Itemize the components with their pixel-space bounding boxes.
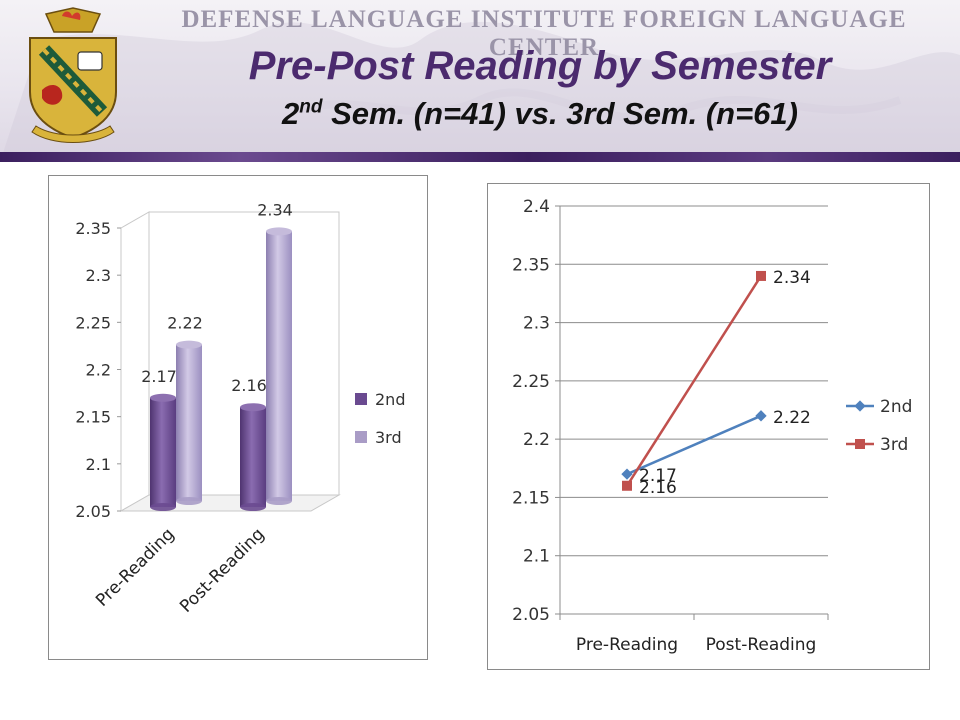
y-tick-label: 2.2 [523, 430, 550, 450]
y-tick-label: 2.2 [86, 361, 111, 380]
bar-3rd-post-reading [266, 231, 292, 501]
legend-label-2nd: 2nd [880, 397, 912, 417]
legend-marker-3rd [855, 439, 865, 449]
x-tick-label-post-reading: Post-Reading [706, 635, 817, 655]
bar-base-2nd-post-reading [240, 503, 266, 511]
data-label-2nd-pre-reading: 2.17 [141, 367, 177, 386]
y-tick-label: 2.4 [523, 197, 550, 217]
bar-chart-side-wall [120, 211, 150, 512]
bar-2nd-pre-reading [150, 397, 176, 507]
line-chart-plot: 2.05 2.1 2.15 2.2 2.25 2.3 2.35 2.4 Pre-Reading P… [512, 197, 829, 655]
y-tick-label: 2.15 [512, 488, 550, 508]
y-tick-label: 2.3 [86, 266, 111, 285]
series-line-3rd [625, 275, 763, 487]
bar-top-3rd-pre-reading [176, 340, 202, 349]
bar-chart-panel: 2.05 2.1 2.15 2.2 2.25 2.3 2.35 2.17 2.22 Pre-Rea… [48, 175, 428, 660]
data-label-2nd-pre-reading: 2.17 [639, 466, 677, 486]
series-line-2nd [626, 414, 762, 476]
bar-base-3rd-post-reading [266, 497, 292, 505]
data-label-2nd-post-reading: 2.16 [231, 376, 267, 395]
y-tick-label: 2.1 [523, 547, 550, 567]
subtitle-text: Sem. (n=41) vs. 3rd Sem. (n=61) [322, 96, 798, 131]
header-divider [0, 152, 960, 162]
institute-crest-logo [29, 7, 117, 143]
slide-header: DEFENSE LANGUAGE INSTITUTE FOREIGN LANGU… [0, 0, 960, 162]
data-label-3rd-post-reading: 2.34 [257, 200, 293, 219]
legend-marker-2nd [854, 400, 866, 412]
bar-2nd-post-reading [240, 407, 266, 507]
line-chart-legend: 2nd 3rd [846, 397, 912, 455]
y-tick-label: 2.35 [75, 219, 111, 238]
point-3rd-pre-reading [622, 480, 632, 491]
legend-label-3rd: 3rd [375, 428, 402, 447]
y-tick-label: 2.3 [523, 314, 550, 334]
y-tick-label: 2.25 [75, 313, 111, 332]
point-2nd-pre-reading [621, 468, 633, 480]
slide-title: Pre-Post Reading by Semester [248, 44, 832, 88]
line-chart: 2.05 2.1 2.15 2.2 2.25 2.3 2.35 2.4 Pre-Reading P… [512, 197, 912, 655]
legend-swatch-2nd [355, 393, 367, 405]
bar-chart-legend: 2nd 3rd [355, 390, 405, 447]
institute-name: DEFENSE LANGUAGE INSTITUTE FOREIGN LANGU… [181, 6, 907, 61]
slide-subtitle: 2nd Sem. (n=41) vs. 3rd Sem. (n=61) [160, 96, 920, 132]
x-tick-label-pre-reading: Pre-Reading [576, 635, 678, 655]
y-tick-label: 2.15 [75, 408, 111, 427]
y-tick-label: 2.05 [75, 502, 111, 521]
subtitle-ordinal: 2 [281, 96, 300, 131]
point-2nd-post-reading [755, 410, 767, 422]
data-label-2nd-post-reading: 2.22 [773, 408, 811, 428]
legend-swatch-3rd [355, 431, 367, 443]
legend-label-3rd: 3rd [880, 435, 908, 455]
data-label-3rd-post-reading: 2.34 [773, 268, 811, 288]
data-label-3rd-pre-reading: 2.22 [167, 314, 203, 333]
y-tick-label: 2.25 [512, 372, 550, 392]
bar-base-2nd-pre-reading [150, 503, 176, 511]
bar-chart: 2.05 2.1 2.15 2.2 2.25 2.3 2.35 2.17 2.22 Pre-Rea… [75, 200, 405, 617]
bar-top-3rd-post-reading [266, 227, 292, 236]
bar-top-2nd-post-reading [240, 403, 266, 412]
bar-3rd-pre-reading [176, 344, 202, 501]
bar-base-3rd-pre-reading [176, 497, 202, 505]
x-tick-label-post-reading: Post-Reading [176, 524, 268, 616]
bar-chart-plot: 2.05 2.1 2.15 2.2 2.25 2.3 2.35 2.17 2.22 Pre-Rea… [75, 200, 341, 617]
point-3rd-post-reading [756, 270, 766, 281]
data-label-3rd-pre-reading: 2.16 [639, 478, 677, 498]
y-tick-label: 2.05 [512, 605, 550, 625]
bar-top-2nd-pre-reading [150, 393, 176, 402]
legend-label-2nd: 2nd [375, 390, 405, 409]
subtitle-ordinal-suffix: nd [299, 96, 323, 118]
y-tick-label: 2.1 [86, 455, 111, 474]
x-tick-label-pre-reading: Pre-Reading [92, 524, 178, 610]
world-map-background [0, 21, 960, 162]
y-tick-label: 2.35 [512, 255, 550, 275]
line-chart-panel: 2.05 2.1 2.15 2.2 2.25 2.3 2.35 2.4 Pre-Reading P… [487, 183, 930, 670]
